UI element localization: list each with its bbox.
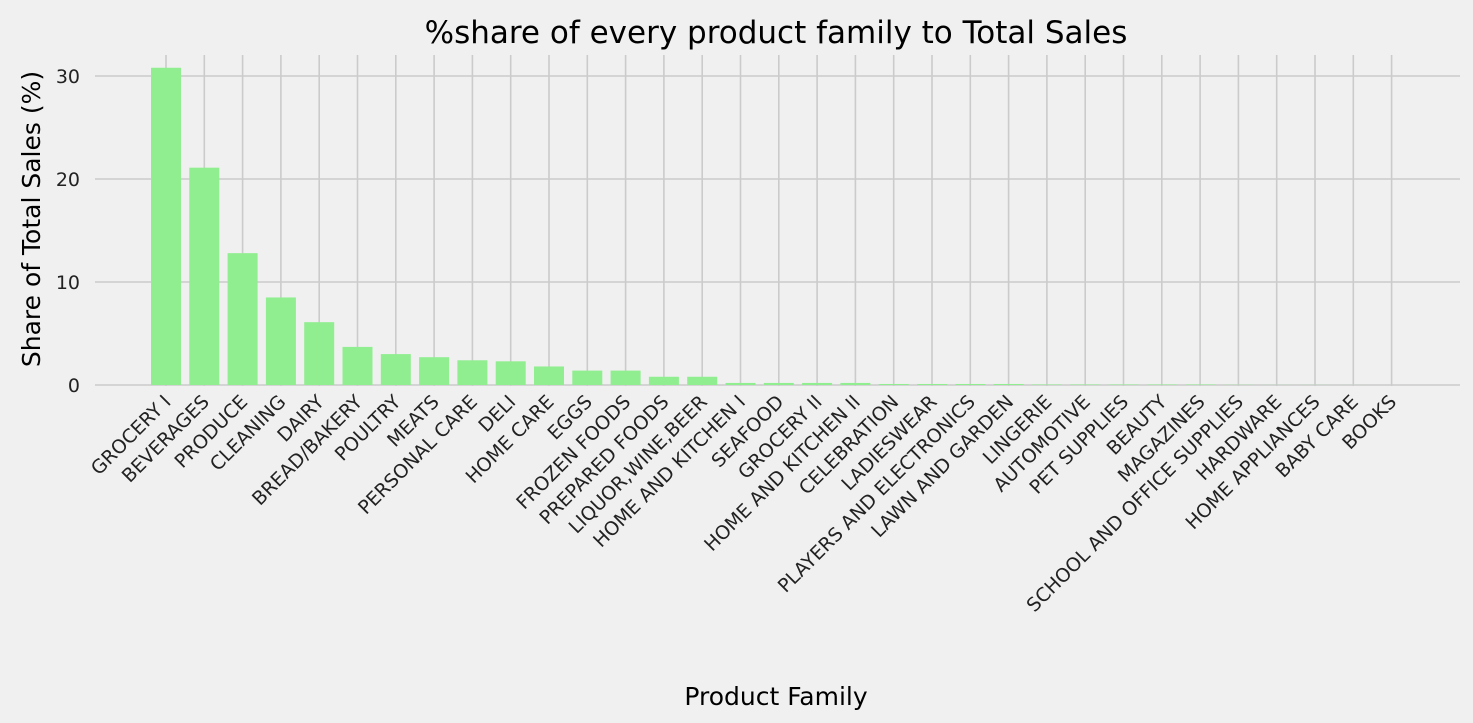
bar	[380, 354, 411, 385]
bar	[227, 253, 258, 385]
bar	[304, 322, 335, 385]
bar	[342, 346, 373, 385]
bar	[1031, 384, 1062, 385]
bar	[955, 383, 986, 385]
chart-title: %share of every product family to Total …	[425, 15, 1128, 51]
bar	[189, 167, 220, 385]
bar	[457, 360, 488, 385]
x-axis-label: Product Family	[684, 682, 868, 711]
bar	[917, 383, 947, 385]
bar	[534, 366, 564, 385]
bar	[1185, 384, 1216, 385]
bar	[419, 357, 450, 385]
bar	[802, 382, 833, 385]
bar	[1070, 384, 1101, 385]
bar	[151, 67, 181, 385]
bar	[840, 382, 871, 385]
bar	[648, 376, 679, 385]
bar	[993, 383, 1024, 385]
bar	[878, 383, 909, 385]
bar	[687, 376, 718, 385]
y-tick-labels: 0 10 20 30	[56, 66, 80, 397]
bar	[265, 297, 296, 385]
y-tick-label: 20	[56, 169, 80, 191]
y-tick-label: 30	[56, 66, 80, 88]
bars	[151, 67, 1407, 385]
bar	[763, 382, 794, 385]
bar	[572, 370, 603, 385]
bar	[610, 370, 641, 385]
y-axis-label: Share of Total Sales (%)	[17, 71, 46, 367]
grid-lines	[95, 55, 1460, 386]
bar	[495, 361, 526, 385]
y-tick-label: 0	[68, 375, 80, 397]
bar	[1146, 384, 1177, 385]
bar	[725, 382, 756, 385]
bar	[1108, 384, 1139, 385]
x-tick-labels: GROCERY IBEVERAGESPRODUCECLEANINGDAIRYBR…	[87, 391, 1401, 617]
y-tick-label: 10	[56, 272, 80, 294]
